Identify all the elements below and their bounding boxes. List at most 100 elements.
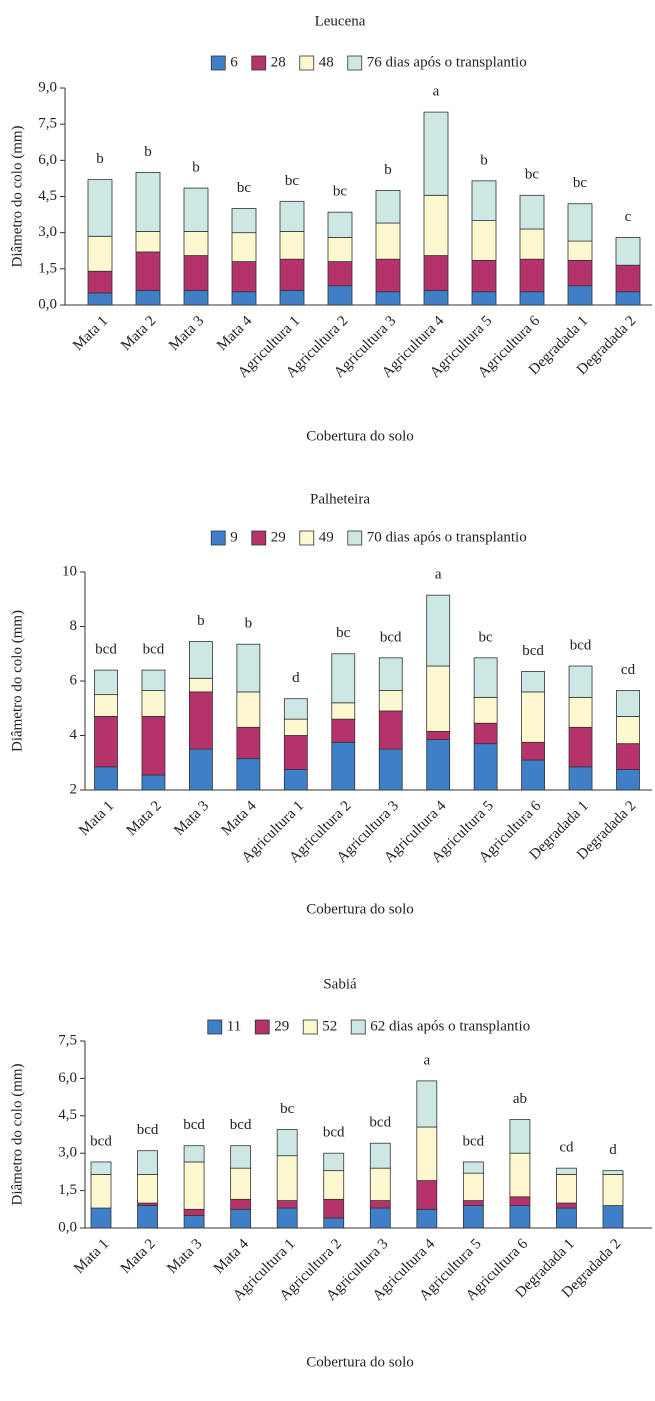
bar-segment [230, 1198, 252, 1210]
bar-segment [327, 211, 353, 238]
bar-segment [87, 235, 113, 272]
significance-label: b [384, 162, 392, 178]
bar-segment [331, 741, 356, 791]
x-tick-label: Mata 2 [124, 798, 165, 839]
legend-label: 62 dias após o transplantio [370, 1018, 530, 1034]
bar-segment [183, 1208, 205, 1216]
bar-segment [567, 240, 593, 261]
bar-segment [521, 741, 545, 761]
legend-label: 9 [230, 529, 238, 545]
x-tick-label: Mata 3 [166, 313, 207, 354]
y-tick-label: 0,0 [38, 296, 57, 312]
y-tick-label: 7,5 [58, 1032, 77, 1048]
bar-segment [135, 290, 161, 306]
y-tick-label: 4,5 [38, 188, 57, 204]
bar-segment [462, 1200, 484, 1206]
significance-label: bcd [522, 643, 544, 659]
bar-segment [519, 291, 545, 306]
bar-segment [426, 665, 451, 732]
bar-segment [462, 1172, 484, 1201]
bar-segment [369, 1142, 391, 1169]
bar-segment [189, 691, 213, 750]
legend-label: 76 dias após o transplantio [367, 54, 527, 70]
significance-label: bcd [95, 642, 117, 658]
significance-label: bcd [380, 629, 402, 645]
significance-label: b [96, 151, 104, 167]
bar-segment [509, 1119, 531, 1154]
x-tick-label: Mata 1 [70, 313, 111, 354]
bar-segment [183, 1161, 205, 1210]
legend-swatch [251, 530, 267, 546]
significance-label: b [144, 144, 152, 160]
bar-segment [462, 1205, 484, 1229]
bar-segment [183, 231, 209, 256]
bar-segment [369, 1200, 391, 1209]
x-tick-label: Mata 1 [76, 798, 117, 839]
bar-segment [519, 228, 545, 260]
significance-label: bc [525, 167, 540, 183]
bar-segment [369, 1167, 391, 1201]
bar-segment [375, 291, 401, 306]
bar-segment [183, 290, 209, 306]
bar-segment [283, 735, 308, 770]
significance-label: b [197, 613, 205, 629]
bar-segment [276, 1207, 298, 1229]
significance-label: d [292, 670, 300, 686]
significance-label: bc [237, 180, 252, 196]
bar-segment [556, 1202, 577, 1209]
significance-label: cd [559, 1140, 574, 1156]
bar-segment [183, 1215, 205, 1229]
bar-segment [556, 1207, 577, 1229]
legend-label: 29 [274, 1018, 289, 1034]
legend-label: 28 [271, 54, 286, 70]
legend-swatch [347, 530, 363, 546]
bar-segment [141, 669, 166, 691]
chart-title: Palheteira [310, 491, 370, 507]
bar-segment [416, 1080, 438, 1128]
bar-segment [567, 285, 593, 306]
bar-segment [90, 1207, 112, 1229]
legend-swatch [347, 55, 363, 71]
significance-label: bcd [137, 1122, 159, 1138]
bar-segment [375, 222, 401, 260]
bar-segment [323, 1152, 345, 1172]
bar-segment [87, 270, 113, 294]
x-tick-label: Mata 3 [171, 798, 212, 839]
bar-segment [473, 743, 498, 791]
bar-segment [230, 1208, 252, 1229]
bar-segment [616, 690, 640, 717]
significance-label: ab [513, 1091, 527, 1107]
bar-segment [189, 641, 213, 679]
legend-label: 49 [319, 529, 334, 545]
bar-segment [471, 259, 497, 293]
bar-segment [283, 698, 308, 720]
y-tick-label: 3,0 [38, 224, 57, 240]
bar-segment [327, 285, 353, 306]
bar-segment [276, 1155, 298, 1201]
bar-segment [137, 1150, 158, 1175]
y-axis-label: Diâmetro do colo (mm) [9, 125, 25, 267]
bar-segment [615, 264, 641, 293]
y-tick-label: 4 [70, 727, 78, 743]
bar-segment [189, 677, 213, 693]
bar-segment [616, 743, 640, 770]
bar-segment [369, 1207, 391, 1229]
y-axis-label: Diâmetro do colo (mm) [9, 1063, 25, 1205]
bar-segment [519, 194, 545, 230]
y-tick-label: 8 [70, 618, 78, 634]
bar-segment [567, 203, 593, 242]
y-tick-label: 0,0 [58, 1219, 77, 1235]
bar-segment [141, 774, 166, 791]
legend-swatch [207, 1019, 223, 1035]
bar-segment [279, 231, 305, 260]
bar-segment [616, 716, 640, 745]
bar-segment [521, 671, 545, 693]
legend-swatch [210, 530, 226, 546]
bar-segment [426, 739, 451, 791]
bar-segment [615, 291, 641, 306]
bar-segment [135, 231, 161, 253]
x-tick-label: Mata 4 [214, 313, 255, 354]
significance-label: bcd [183, 1117, 205, 1133]
bar-segment [135, 251, 161, 291]
